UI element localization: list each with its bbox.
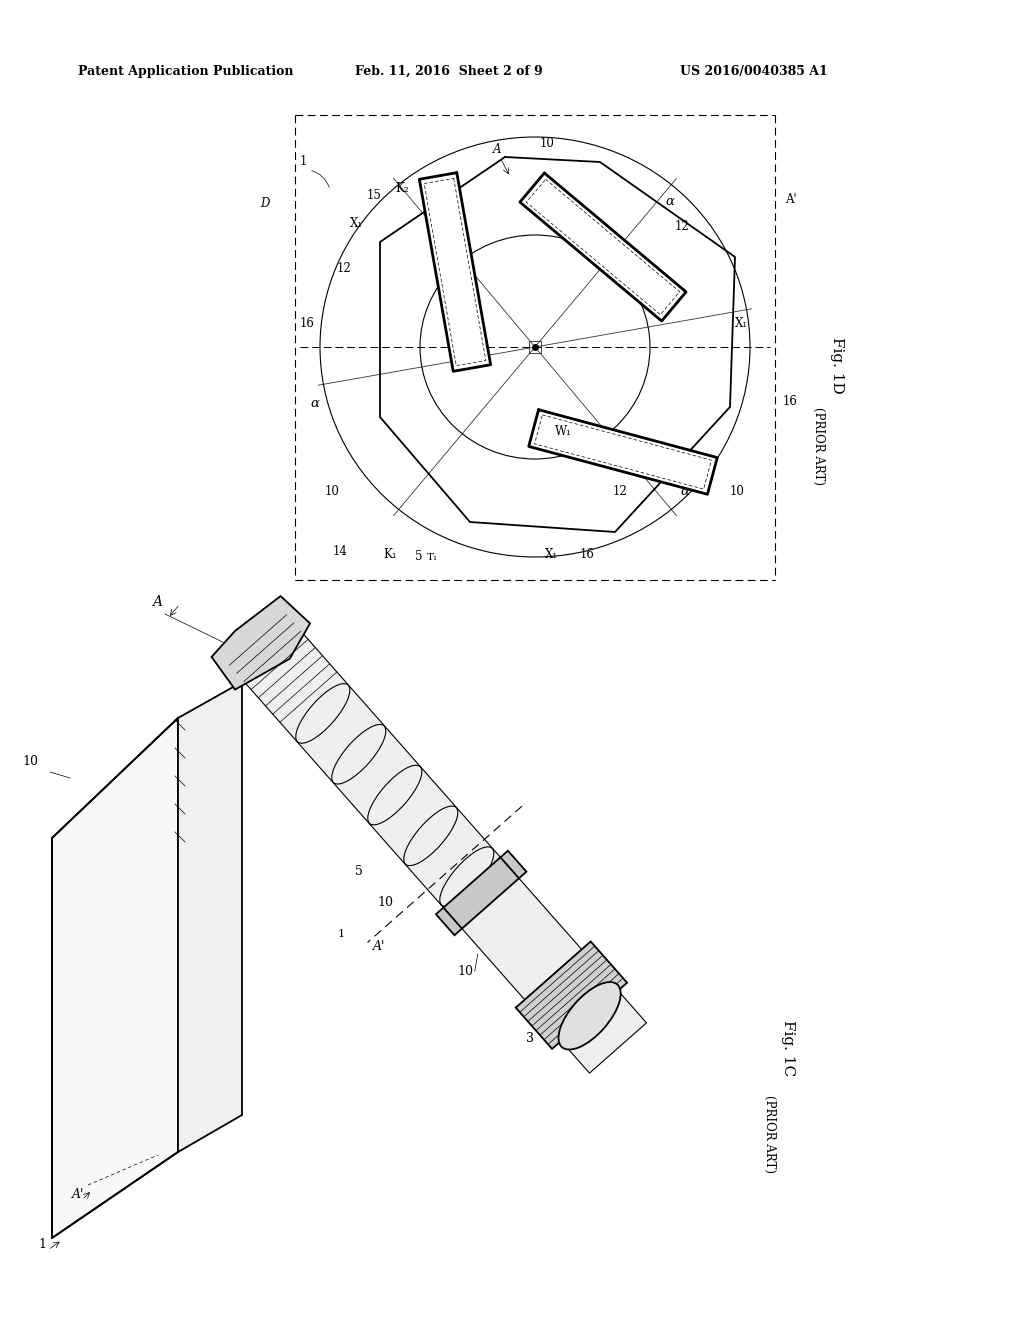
Text: T₁: T₁ [427,553,438,562]
Text: 1: 1 [38,1238,46,1251]
Text: X₁: X₁ [545,548,558,561]
Polygon shape [420,173,490,371]
Text: K₁: K₁ [383,548,396,561]
Text: 10: 10 [730,484,744,498]
Polygon shape [229,615,646,1073]
Text: 10: 10 [458,965,474,978]
Text: 16: 16 [300,317,314,330]
Text: 10: 10 [377,896,393,909]
Text: D: D [260,197,269,210]
Text: Feb. 11, 2016  Sheet 2 of 9: Feb. 11, 2016 Sheet 2 of 9 [355,65,543,78]
Polygon shape [528,409,717,494]
Text: US 2016/0040385 A1: US 2016/0040385 A1 [680,65,827,78]
Text: 5: 5 [415,550,423,564]
Text: 16: 16 [580,548,595,561]
Text: 5: 5 [355,865,364,878]
Polygon shape [178,682,242,1152]
Polygon shape [520,173,686,321]
Text: 12: 12 [613,484,628,498]
Text: W₁: W₁ [555,425,571,438]
Text: X₁: X₁ [735,317,749,330]
Text: Fig. 1C: Fig. 1C [781,1020,795,1076]
Text: 14: 14 [333,545,348,558]
Text: A: A [493,143,502,156]
Text: A: A [152,595,162,609]
Text: α: α [680,484,689,498]
Polygon shape [436,850,526,935]
Text: (PRIOR ART): (PRIOR ART) [764,1096,776,1173]
Text: 1: 1 [338,929,345,940]
Text: 12: 12 [337,261,352,275]
Bar [529,341,541,352]
Text: 10: 10 [22,755,38,768]
Text: A': A' [785,193,797,206]
Text: 1: 1 [300,154,307,168]
Polygon shape [516,941,627,1049]
Text: A': A' [373,940,385,953]
Text: 3: 3 [526,1032,535,1045]
Text: K₂: K₂ [395,182,409,195]
Text: 16: 16 [783,395,798,408]
Text: 10: 10 [325,484,340,498]
Text: Patent Application Publication: Patent Application Publication [78,65,294,78]
Text: 5: 5 [278,657,286,671]
Ellipse shape [558,982,621,1049]
Polygon shape [52,718,178,1238]
Text: (PRIOR ART): (PRIOR ART) [812,407,825,484]
Text: A': A' [72,1188,84,1201]
Text: X₁: X₁ [350,216,364,230]
Text: α: α [310,397,319,411]
Text: Fig. 1D: Fig. 1D [830,337,844,393]
Text: 10: 10 [540,137,555,150]
Text: α: α [665,195,674,209]
Polygon shape [212,597,310,689]
Text: 15: 15 [367,189,382,202]
Text: 12: 12 [675,220,690,234]
Ellipse shape [569,994,610,1038]
Ellipse shape [579,1005,600,1028]
